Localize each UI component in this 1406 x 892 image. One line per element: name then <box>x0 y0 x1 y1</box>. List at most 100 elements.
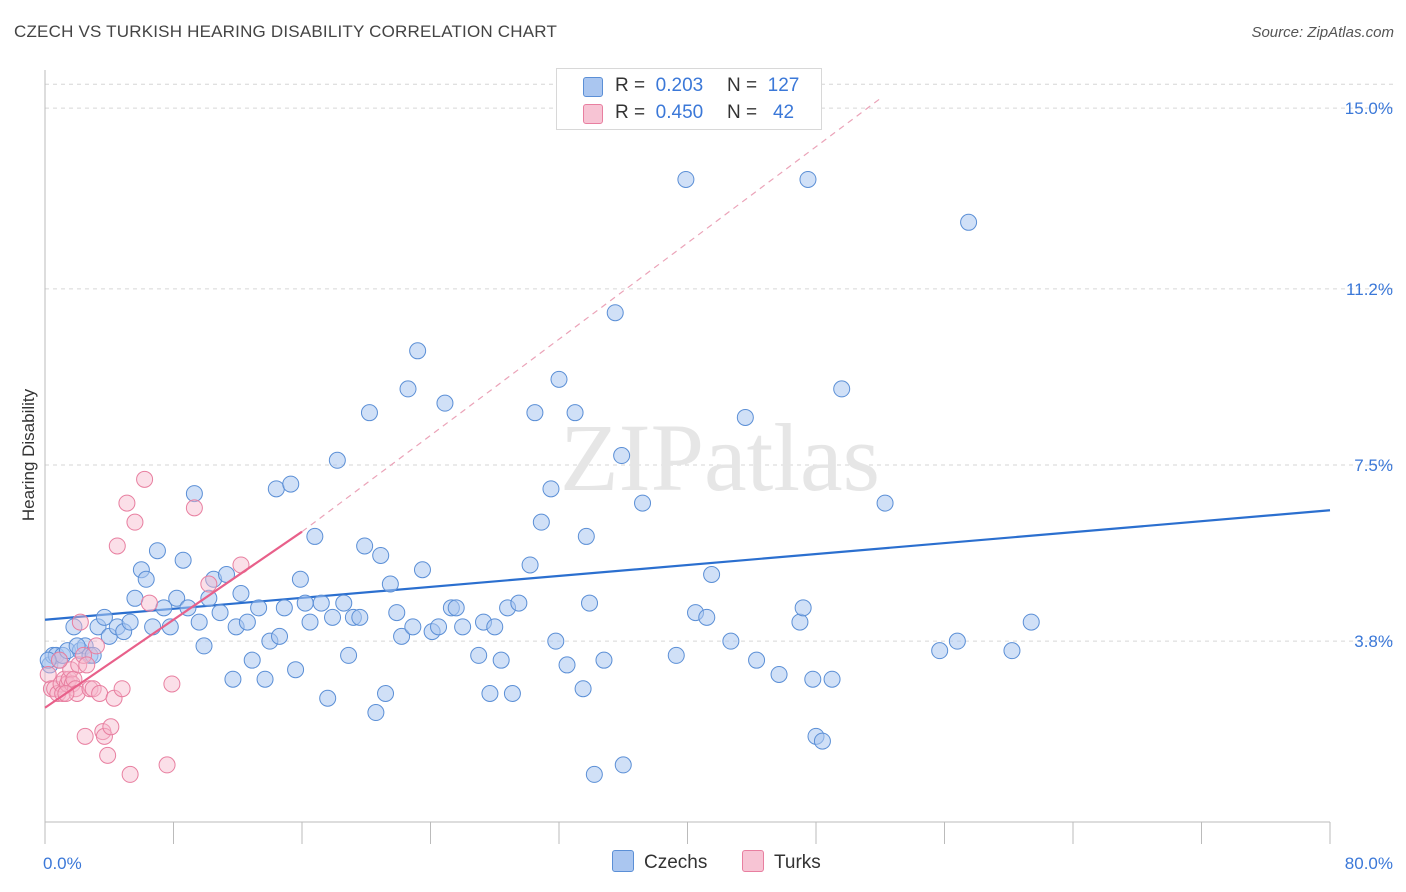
turks-swatch <box>583 104 603 124</box>
czech-point <box>190 613 208 631</box>
czech-point <box>340 646 358 664</box>
czech-point <box>447 599 465 617</box>
czech-point <box>388 604 406 622</box>
czech-point <box>566 404 584 422</box>
turk-point <box>126 513 144 531</box>
czech-point <box>558 656 576 674</box>
turks-r-value: 0.450 <box>655 102 704 123</box>
czech-point <box>1022 613 1040 631</box>
czech-point <box>224 670 242 688</box>
czech-point <box>521 556 539 574</box>
legend-item-turks[interactable]: Turks <box>742 850 821 874</box>
czech-point <box>634 494 652 512</box>
czech-point <box>351 608 369 626</box>
turk-point <box>102 718 120 736</box>
czechs-legend-label: Czechs <box>644 852 708 873</box>
x-tick-label-min: 0.0% <box>43 854 82 873</box>
turk-point <box>118 494 136 512</box>
turk-point <box>87 637 105 655</box>
czech-point <box>144 618 162 636</box>
czechs-n-label: N = <box>727 75 758 96</box>
x-tick-label-max: 80.0% <box>1345 854 1393 873</box>
czech-point <box>510 594 528 612</box>
czech-point <box>799 170 817 188</box>
turks-r-label: R = <box>615 102 646 123</box>
czech-point <box>794 599 812 617</box>
turk-point <box>76 727 94 745</box>
turk-point <box>62 661 80 679</box>
y-tick-label: 11.2% <box>1346 280 1393 299</box>
czech-point <box>736 408 754 426</box>
czech-point <box>367 704 385 722</box>
czech-point <box>550 370 568 388</box>
czech-point <box>574 680 592 698</box>
czech-point <box>211 604 229 622</box>
turk-point <box>185 499 203 517</box>
czech-point <box>526 404 544 422</box>
czech-point <box>271 627 289 645</box>
czechs-swatch <box>583 77 603 97</box>
czech-point <box>931 642 949 660</box>
czech-point <box>267 480 285 498</box>
turks-legend-label: Turks <box>774 852 821 873</box>
data-points <box>39 170 1040 783</box>
czech-point <box>409 342 427 360</box>
czech-point <box>595 651 613 669</box>
czech-point <box>312 594 330 612</box>
turk-point <box>95 727 113 745</box>
czech-point <box>876 494 894 512</box>
czech-point <box>413 561 431 579</box>
czech-point <box>291 570 309 588</box>
czech-point <box>813 732 831 750</box>
czech-point <box>168 589 186 607</box>
czech-point <box>377 684 395 702</box>
czech-point <box>282 475 300 493</box>
czechs-n-value: 127 <box>767 75 800 96</box>
czech-point <box>335 594 353 612</box>
turk-point <box>140 594 158 612</box>
czech-point <box>748 651 766 669</box>
czech-point <box>185 485 203 503</box>
czechs-legend-swatch <box>612 850 634 872</box>
czech-point <box>319 689 337 707</box>
turk-point <box>200 575 218 593</box>
y-tick-label: 3.8% <box>1354 632 1393 651</box>
turk-point <box>113 680 131 698</box>
czech-point <box>703 566 721 584</box>
turks-legend-swatch <box>742 850 764 872</box>
czech-point <box>296 594 314 612</box>
czech-point <box>84 646 102 664</box>
turk-point <box>136 470 154 488</box>
chart-title: CZECH VS TURKISH HEARING DISABILITY CORR… <box>14 22 558 41</box>
czech-point <box>804 670 822 688</box>
czech-point <box>770 665 788 683</box>
legend-item-czechs[interactable]: Czechs <box>612 850 707 874</box>
czech-point <box>95 608 113 626</box>
czech-point <box>606 304 624 322</box>
czech-point <box>436 394 454 412</box>
czech-point <box>174 551 192 569</box>
czech-point <box>823 670 841 688</box>
correlation-legend: R = 0.203 N = 127 R = 0.450 N = 42 <box>556 68 822 130</box>
turks-n-label: N = <box>727 102 758 123</box>
czech-point <box>256 670 274 688</box>
turk-point <box>78 656 96 674</box>
czech-point <box>585 765 603 783</box>
czech-point <box>960 213 978 231</box>
czech-point <box>581 594 599 612</box>
czech-point <box>195 637 213 655</box>
czech-point <box>470 646 488 664</box>
czech-point <box>287 661 305 679</box>
turk-point <box>55 670 73 688</box>
czech-point <box>238 613 256 631</box>
czech-point <box>948 632 966 650</box>
czech-point <box>148 542 166 560</box>
czech-point <box>481 684 499 702</box>
czech-point <box>372 546 390 564</box>
czech-point <box>614 756 632 774</box>
czech-point <box>328 451 346 469</box>
turk-point <box>50 651 68 669</box>
czech-point <box>381 575 399 593</box>
czech-point <box>306 527 324 545</box>
